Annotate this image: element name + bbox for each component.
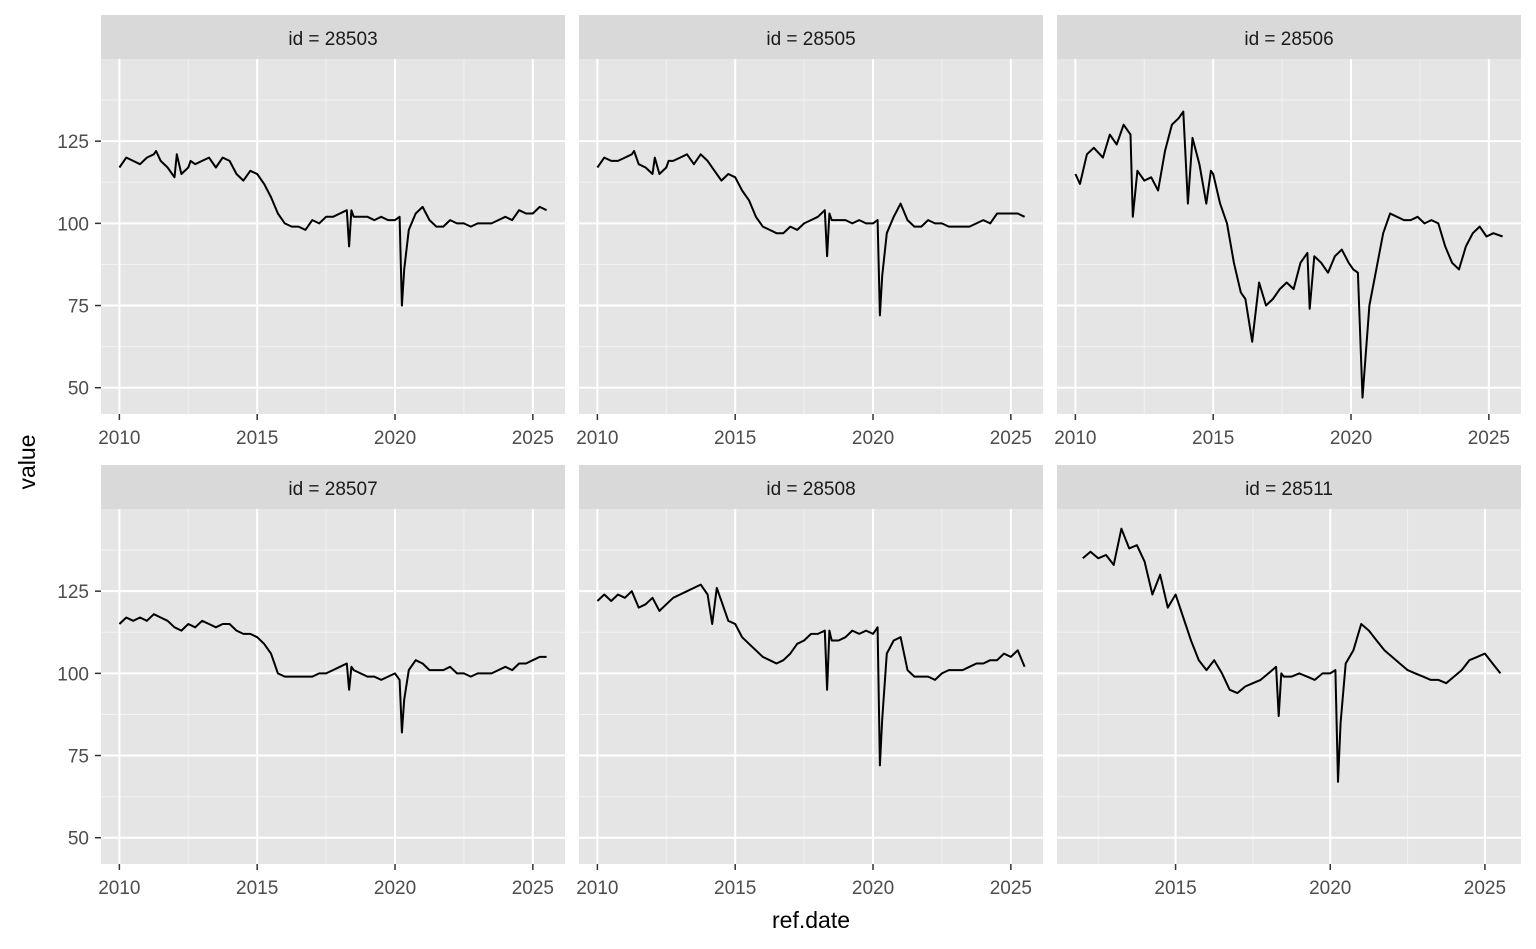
strip-background <box>101 15 565 59</box>
x-tick-label: 2015 <box>1192 428 1234 449</box>
strip-label: id = 28508 <box>766 479 855 500</box>
x-tick-label: 2020 <box>374 428 416 449</box>
x-tick-label: 2015 <box>714 878 756 899</box>
y-tick-label: 75 <box>68 747 89 768</box>
y-tick-label: 100 <box>57 664 89 685</box>
strip-label: id = 28507 <box>288 479 377 500</box>
y-tick-label: 125 <box>57 132 89 153</box>
gridlines <box>1057 509 1521 864</box>
y-tick-label: 50 <box>68 829 89 850</box>
plot-background <box>579 59 1043 414</box>
series-line <box>596 150 1026 317</box>
series-line <box>596 583 1026 767</box>
x-tick-label: 2025 <box>1468 428 1510 449</box>
x-tick-label: 2015 <box>236 878 278 899</box>
strip-label: id = 28503 <box>288 29 377 50</box>
strip-background <box>1057 15 1521 59</box>
y-tick-label: 50 <box>68 379 89 400</box>
x-tick-label: 2020 <box>852 878 894 899</box>
strip-background <box>1057 465 1521 509</box>
plot-background <box>579 509 1043 864</box>
y-tick-label: 100 <box>57 214 89 235</box>
x-tick-label: 2025 <box>512 878 554 899</box>
plot-background <box>101 59 565 414</box>
y-axis-title: value <box>14 435 40 490</box>
x-tick-label: 2020 <box>1309 878 1351 899</box>
x-tick-label: 2025 <box>512 428 554 449</box>
x-tick-label: 2020 <box>852 428 894 449</box>
x-tick-label: 2015 <box>1154 878 1196 899</box>
gridlines <box>101 509 565 864</box>
facet-panel: id = 28505 2010 2015 2020 2025 <box>576 15 1043 449</box>
x-tick-label: 2010 <box>1054 428 1096 449</box>
y-tick-label: 125 <box>57 582 89 603</box>
x-tick-label: 2020 <box>374 878 416 899</box>
plot-background <box>101 509 565 864</box>
strip-label: id = 28506 <box>1244 29 1333 50</box>
strip-label: id = 28511 <box>1245 479 1333 500</box>
x-tick-label: 2010 <box>576 878 618 899</box>
series-line <box>1082 527 1502 783</box>
x-tick-label: 2025 <box>990 878 1032 899</box>
y-tick-label: 75 <box>68 297 89 318</box>
x-tick-label: 2020 <box>1330 428 1372 449</box>
strip-background <box>579 465 1043 509</box>
gridlines <box>1057 59 1521 414</box>
x-tick-label: 2025 <box>990 428 1032 449</box>
x-tick-label: 2015 <box>714 428 756 449</box>
strip-label: id = 28505 <box>766 29 855 50</box>
facet-panel: id = 28506 2010 2015 2020 2025 <box>1054 15 1521 449</box>
strip-background <box>101 465 565 509</box>
plot-background <box>1057 509 1521 864</box>
series-line <box>118 150 548 307</box>
x-tick-label: 2010 <box>98 878 140 899</box>
facet-panel: id = 28503 50 75 100 125 2010 2015 2020 2025 <box>57 15 565 449</box>
x-tick-label: 2025 <box>1464 878 1506 899</box>
plot-background <box>1057 59 1521 414</box>
facet-panel: id = 28511 2015 2020 2025 <box>1057 465 1521 899</box>
gridlines <box>579 509 1043 864</box>
x-tick-label: 2015 <box>236 428 278 449</box>
strip-background <box>579 15 1043 59</box>
gridlines <box>579 59 1043 414</box>
x-tick-label: 2010 <box>98 428 140 449</box>
facet-panel: id = 28507 50 75 100 125 2010 2015 2020 2025 <box>57 465 565 899</box>
x-tick-label: 2010 <box>576 428 618 449</box>
facet-panel: id = 28508 2010 2015 2020 2025 <box>576 465 1043 899</box>
x-axis-title: ref.date <box>772 907 850 933</box>
series-line <box>1074 110 1503 399</box>
series-line <box>118 613 547 734</box>
